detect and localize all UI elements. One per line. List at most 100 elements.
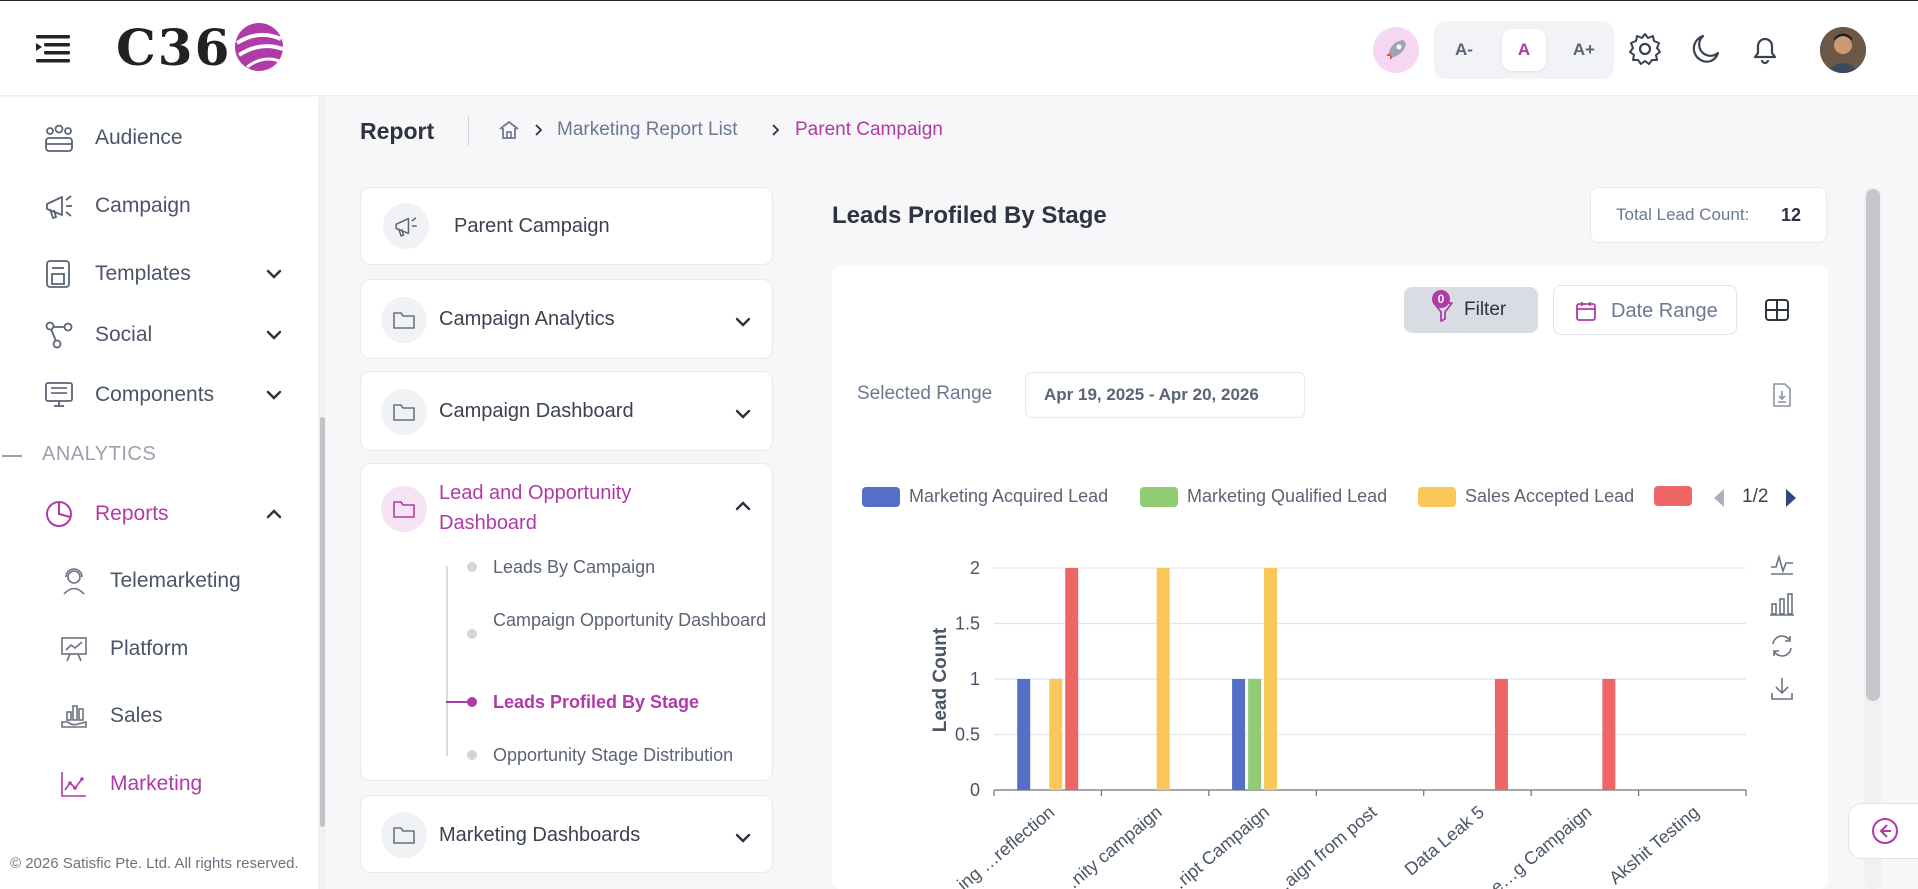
sidebar-subitem-label: Platform xyxy=(110,637,189,660)
tree-active-dash xyxy=(446,701,472,703)
pie-chart-icon xyxy=(46,501,72,527)
x-tick-label: Data Leak 5 xyxy=(1401,802,1488,880)
filter-button[interactable]: 0 Filter xyxy=(1404,287,1538,333)
export-file-icon[interactable] xyxy=(1770,382,1794,408)
notification-bell-icon[interactable] xyxy=(1747,31,1783,67)
menu-section-campaign-analytics[interactable]: Campaign Analytics xyxy=(360,279,773,359)
sidebar-subitem-label: Marketing xyxy=(110,772,203,795)
dark-mode-moon-icon[interactable] xyxy=(1687,31,1723,67)
sidebar-item-templates[interactable]: Templates xyxy=(0,249,318,299)
sidebar-item-audience[interactable]: Audience xyxy=(0,113,318,163)
rocket-icon xyxy=(1386,40,1406,60)
chevron-up-icon[interactable] xyxy=(262,502,286,526)
legend-item-marketing-qualified[interactable]: Marketing Qualified Lead xyxy=(1140,486,1387,507)
refresh-icon[interactable] xyxy=(1768,632,1796,660)
sidebar-item-label: Campaign xyxy=(95,194,191,217)
menu-icon-circle xyxy=(381,812,427,858)
sidebar-subitem-sales[interactable]: Sales xyxy=(0,692,318,740)
legend-label: Marketing Qualified Lead xyxy=(1187,486,1388,506)
chevron-down-icon[interactable] xyxy=(262,383,286,407)
chevron-down-icon[interactable] xyxy=(731,826,755,850)
gear-icon[interactable] xyxy=(1627,31,1663,67)
menu-section-marketing-dashboards[interactable]: Marketing Dashboards xyxy=(360,795,773,873)
app-logo[interactable]: C36 xyxy=(116,17,285,77)
sidebar-item-label: Components xyxy=(95,383,215,406)
chart-card xyxy=(832,266,1828,889)
date-range-label: Date Range xyxy=(1611,300,1718,322)
y-tick-label: 0 xyxy=(970,780,980,800)
table-view-icon[interactable] xyxy=(1763,296,1791,324)
tree-dot xyxy=(467,629,477,639)
breadcrumb-current: Parent Campaign xyxy=(795,119,943,140)
font-decrease-button[interactable]: A- xyxy=(1455,40,1473,59)
sidebar-item-label: Social xyxy=(95,323,153,346)
legend-item-truncated[interactable] xyxy=(1654,486,1701,506)
tree-connector xyxy=(446,566,448,756)
menu-collapse-icon[interactable] xyxy=(34,31,74,67)
sidebar-subitem-platform[interactable]: Platform xyxy=(0,625,318,673)
main-scrollbar-thumb[interactable] xyxy=(1866,189,1880,701)
chevron-down-icon[interactable] xyxy=(262,262,286,286)
legend-next-icon[interactable] xyxy=(1783,487,1799,509)
sidebar-scrollbar-thumb[interactable] xyxy=(320,417,325,827)
y-tick-label: 2 xyxy=(970,558,980,578)
main-scrollbar[interactable] xyxy=(1864,187,1882,889)
menu-section-label: Lead and Opportunity Dashboard xyxy=(439,482,632,534)
breadcrumb-marketing-report-list[interactable]: Marketing Report List xyxy=(557,119,738,140)
sidebar-item-label: Templates xyxy=(95,262,191,285)
sidebar-item-components[interactable]: Components xyxy=(0,370,318,420)
download-icon[interactable] xyxy=(1768,675,1796,703)
marketing-chart-icon xyxy=(61,772,86,797)
bar[interactable] xyxy=(1065,568,1079,790)
bar[interactable] xyxy=(1494,679,1508,790)
font-normal-button[interactable]: A xyxy=(1502,29,1546,71)
bar[interactable] xyxy=(1232,679,1246,790)
bar[interactable] xyxy=(1049,679,1063,790)
sidebar-scrollbar[interactable] xyxy=(318,97,326,889)
line-chart-toggle-icon[interactable] xyxy=(1768,549,1796,577)
bar-chart-toggle-icon[interactable] xyxy=(1768,590,1796,618)
y-tick-label: 0.5 xyxy=(955,725,980,745)
font-increase-button[interactable]: A+ xyxy=(1572,40,1596,59)
chevron-down-icon[interactable] xyxy=(262,323,286,347)
legend-prev-icon[interactable] xyxy=(1711,487,1727,509)
panel-collapse-button[interactable] xyxy=(1848,803,1918,859)
total-lead-count-label: Total Lead Count: xyxy=(1616,205,1750,224)
logo-text: C36 xyxy=(116,17,232,77)
chevron-down-icon[interactable] xyxy=(731,310,755,334)
menu-section-label: Campaign Dashboard xyxy=(439,400,634,422)
sidebar-item-campaign[interactable]: Campaign xyxy=(0,181,318,231)
menu-icon-circle xyxy=(381,486,427,532)
menu-section-lead-opportunity[interactable]: Lead and Opportunity Dashboard xyxy=(360,463,773,781)
menu-parent-campaign[interactable]: Parent Campaign xyxy=(360,187,773,265)
user-avatar[interactable] xyxy=(1820,27,1866,73)
legend-item-sales-accepted[interactable]: Sales Accepted Lead xyxy=(1418,486,1634,507)
logo-globe-icon xyxy=(235,23,285,71)
folder-icon xyxy=(393,501,415,518)
arrow-left-circle-icon xyxy=(1872,818,1898,844)
megaphone-icon xyxy=(46,195,72,220)
rocket-button[interactable] xyxy=(1373,27,1419,73)
bar[interactable] xyxy=(1017,679,1031,790)
sidebar-item-label: Audience xyxy=(95,126,183,149)
sidebar-subitem-marketing[interactable]: Marketing xyxy=(0,760,318,808)
home-icon[interactable] xyxy=(497,118,521,142)
menu-icon-circle xyxy=(381,389,427,435)
bar[interactable] xyxy=(1248,679,1262,790)
legend-item-marketing-acquired[interactable]: Marketing Acquired Lead xyxy=(862,486,1108,507)
sidebar-subitem-label: Telemarketing xyxy=(110,569,241,592)
bar[interactable] xyxy=(1156,568,1170,790)
bar[interactable] xyxy=(1264,568,1278,790)
audience-icon xyxy=(45,124,73,152)
date-range-button[interactable]: Date Range xyxy=(1553,285,1737,335)
sidebar-item-social[interactable]: Social xyxy=(0,310,318,360)
calendar-icon xyxy=(1576,302,1596,321)
chevron-down-icon[interactable] xyxy=(731,402,755,426)
sidebar-item-reports[interactable]: Reports xyxy=(0,489,318,539)
folder-icon xyxy=(393,827,415,844)
tree-dot-active xyxy=(467,697,477,707)
bar[interactable] xyxy=(1602,679,1616,790)
chevron-up-icon[interactable] xyxy=(731,494,755,518)
sidebar-subitem-telemarketing[interactable]: Telemarketing xyxy=(0,557,318,605)
menu-section-campaign-dashboard[interactable]: Campaign Dashboard xyxy=(360,371,773,451)
